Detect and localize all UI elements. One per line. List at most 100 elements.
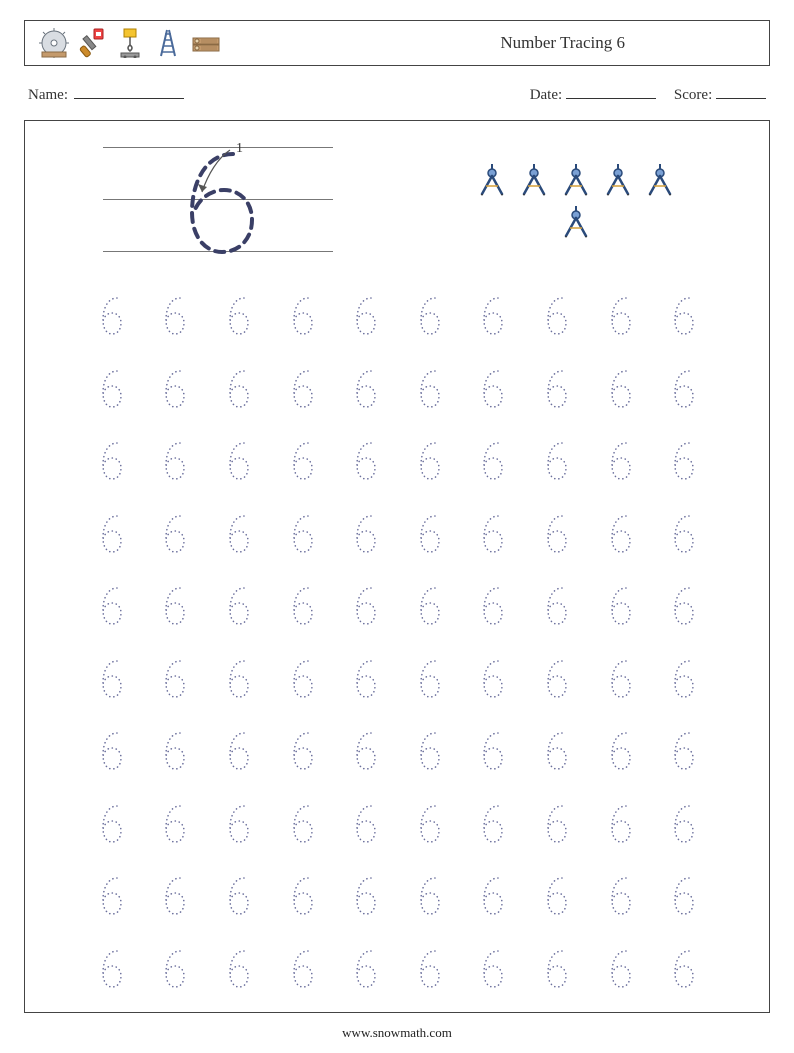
- trace-six[interactable]: [416, 947, 442, 989]
- trace-six[interactable]: [479, 657, 505, 699]
- trace-six[interactable]: [161, 584, 187, 626]
- trace-six[interactable]: [607, 657, 633, 699]
- trace-six[interactable]: [416, 657, 442, 699]
- trace-six[interactable]: [289, 947, 315, 989]
- trace-six[interactable]: [543, 729, 569, 771]
- trace-six[interactable]: [225, 512, 251, 554]
- trace-six[interactable]: [161, 657, 187, 699]
- trace-six[interactable]: [479, 729, 505, 771]
- trace-six[interactable]: [416, 584, 442, 626]
- trace-six[interactable]: [289, 512, 315, 554]
- trace-six[interactable]: [289, 729, 315, 771]
- trace-six[interactable]: [98, 802, 124, 844]
- trace-six[interactable]: [225, 439, 251, 481]
- trace-six[interactable]: [416, 874, 442, 916]
- trace-six[interactable]: [161, 729, 187, 771]
- trace-six[interactable]: [670, 874, 696, 916]
- trace-six[interactable]: [416, 729, 442, 771]
- trace-six[interactable]: [289, 584, 315, 626]
- trace-six[interactable]: [670, 657, 696, 699]
- trace-six[interactable]: [225, 729, 251, 771]
- trace-six[interactable]: [479, 512, 505, 554]
- trace-six[interactable]: [161, 439, 187, 481]
- trace-six[interactable]: [289, 367, 315, 409]
- trace-six[interactable]: [352, 439, 378, 481]
- trace-six[interactable]: [289, 657, 315, 699]
- trace-six[interactable]: [225, 367, 251, 409]
- trace-six[interactable]: [479, 802, 505, 844]
- trace-six[interactable]: [543, 512, 569, 554]
- trace-six[interactable]: [352, 874, 378, 916]
- trace-six[interactable]: [161, 294, 187, 336]
- trace-six[interactable]: [416, 512, 442, 554]
- name-blank[interactable]: [74, 84, 184, 99]
- trace-six[interactable]: [225, 657, 251, 699]
- trace-six[interactable]: [225, 802, 251, 844]
- trace-six[interactable]: [98, 729, 124, 771]
- trace-six[interactable]: [670, 802, 696, 844]
- trace-six[interactable]: [352, 729, 378, 771]
- trace-six[interactable]: [543, 367, 569, 409]
- trace-six[interactable]: [479, 439, 505, 481]
- trace-six[interactable]: [98, 439, 124, 481]
- trace-six[interactable]: [479, 874, 505, 916]
- trace-six[interactable]: [543, 439, 569, 481]
- trace-six[interactable]: [352, 367, 378, 409]
- trace-six[interactable]: [352, 584, 378, 626]
- trace-six[interactable]: [607, 294, 633, 336]
- trace-six[interactable]: [98, 512, 124, 554]
- trace-six[interactable]: [543, 584, 569, 626]
- trace-six[interactable]: [225, 294, 251, 336]
- trace-six[interactable]: [670, 729, 696, 771]
- trace-six[interactable]: [543, 874, 569, 916]
- trace-six[interactable]: [543, 802, 569, 844]
- trace-six[interactable]: [98, 947, 124, 989]
- trace-six[interactable]: [98, 874, 124, 916]
- trace-six[interactable]: [416, 439, 442, 481]
- trace-six[interactable]: [225, 874, 251, 916]
- trace-six[interactable]: [670, 584, 696, 626]
- trace-six[interactable]: [607, 367, 633, 409]
- trace-six[interactable]: [225, 947, 251, 989]
- trace-six[interactable]: [607, 584, 633, 626]
- trace-six[interactable]: [543, 947, 569, 989]
- trace-six[interactable]: [670, 439, 696, 481]
- trace-six[interactable]: [289, 439, 315, 481]
- trace-six[interactable]: [98, 657, 124, 699]
- trace-six[interactable]: [416, 367, 442, 409]
- trace-six[interactable]: [607, 947, 633, 989]
- trace-six[interactable]: [543, 294, 569, 336]
- trace-six[interactable]: [607, 512, 633, 554]
- trace-six[interactable]: [98, 294, 124, 336]
- trace-six[interactable]: [289, 294, 315, 336]
- trace-six[interactable]: [352, 947, 378, 989]
- trace-six[interactable]: [479, 947, 505, 989]
- trace-six[interactable]: [161, 947, 187, 989]
- trace-six[interactable]: [670, 947, 696, 989]
- trace-six[interactable]: [98, 367, 124, 409]
- trace-six[interactable]: [98, 584, 124, 626]
- trace-six[interactable]: [607, 802, 633, 844]
- trace-six[interactable]: [289, 802, 315, 844]
- trace-six[interactable]: [161, 802, 187, 844]
- trace-six[interactable]: [416, 802, 442, 844]
- trace-six[interactable]: [352, 657, 378, 699]
- trace-six[interactable]: [607, 729, 633, 771]
- trace-six[interactable]: [352, 802, 378, 844]
- trace-six[interactable]: [543, 657, 569, 699]
- trace-six[interactable]: [607, 439, 633, 481]
- trace-six[interactable]: [670, 512, 696, 554]
- trace-six[interactable]: [479, 294, 505, 336]
- trace-six[interactable]: [670, 294, 696, 336]
- date-blank[interactable]: [566, 84, 656, 99]
- trace-six[interactable]: [225, 584, 251, 626]
- trace-six[interactable]: [479, 367, 505, 409]
- trace-six[interactable]: [607, 874, 633, 916]
- trace-six[interactable]: [352, 512, 378, 554]
- trace-six[interactable]: [352, 294, 378, 336]
- trace-six[interactable]: [161, 367, 187, 409]
- score-blank[interactable]: [716, 84, 766, 99]
- trace-six[interactable]: [161, 874, 187, 916]
- trace-six[interactable]: [479, 584, 505, 626]
- trace-six[interactable]: [161, 512, 187, 554]
